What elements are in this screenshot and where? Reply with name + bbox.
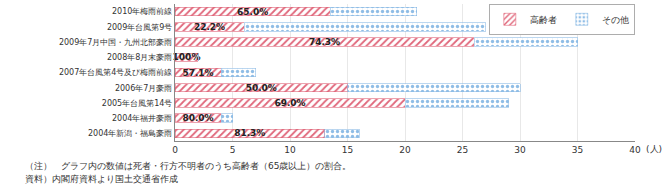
svg-text:その他: その他	[602, 15, 629, 25]
svg-text:69.0%: 69.0%	[274, 98, 305, 108]
svg-text:5: 5	[230, 145, 236, 155]
svg-text:資料）内閣府資料より国土交通省作成: 資料）内閣府資料より国土交通省作成	[25, 174, 178, 184]
svg-text:50.0%: 50.0%	[246, 83, 277, 93]
svg-text:35: 35	[572, 145, 583, 155]
svg-text:（注） グラフ内の数値は死者・行方不明者のうち高齢者（65歳: （注） グラフ内の数値は死者・行方不明者のうち高齢者（65歳以上）の割合。	[25, 161, 351, 171]
svg-text:2010年梅雨前線: 2010年梅雨前線	[112, 7, 172, 16]
svg-text:74.3%: 74.3%	[309, 37, 340, 47]
svg-text:2009年7月中国・九州北部豪雨: 2009年7月中国・九州北部豪雨	[59, 38, 172, 47]
svg-text:2004年福井豪雨: 2004年福井豪雨	[112, 114, 172, 123]
svg-text:15: 15	[342, 145, 353, 155]
svg-text:81.3%: 81.3%	[234, 128, 265, 138]
svg-text:(人): (人)	[646, 144, 662, 154]
svg-text:25: 25	[457, 145, 468, 155]
svg-text:0: 0	[172, 145, 178, 155]
svg-text:2007年台風第4号及び梅雨前線: 2007年台風第4号及び梅雨前線	[59, 68, 172, 77]
svg-text:2004年新潟・福島豪雨: 2004年新潟・福島豪雨	[88, 129, 172, 138]
svg-text:高齢者: 高齢者	[530, 15, 557, 25]
svg-text:65.0%: 65.0%	[237, 7, 268, 17]
svg-text:2005年台風第14号: 2005年台風第14号	[102, 99, 173, 108]
svg-text:30: 30	[514, 145, 526, 155]
svg-text:57.1%: 57.1%	[182, 68, 213, 78]
svg-text:20: 20	[399, 145, 411, 155]
svg-text:40: 40	[629, 145, 641, 155]
svg-text:2009年台風第9号: 2009年台風第9号	[107, 23, 172, 32]
svg-text:2008年8月末豪雨: 2008年8月末豪雨	[107, 53, 172, 62]
svg-text:80.0%: 80.0%	[182, 113, 213, 123]
svg-text:22.2%: 22.2%	[194, 22, 225, 32]
svg-text:2006年7月豪雨: 2006年7月豪雨	[115, 84, 172, 93]
svg-text:10: 10	[284, 145, 296, 155]
svg-text:100%: 100%	[173, 52, 201, 62]
